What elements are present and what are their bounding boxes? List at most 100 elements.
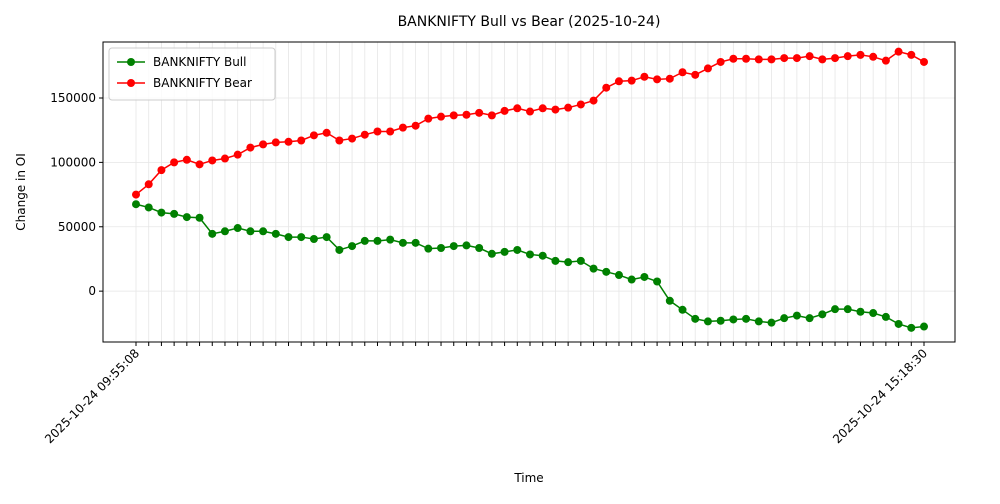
data-point: [348, 134, 357, 143]
data-point: [856, 307, 865, 316]
data-point: [691, 314, 700, 323]
data-point: [792, 311, 801, 320]
data-point: [335, 136, 344, 145]
data-point: [411, 121, 420, 130]
data-point: [780, 54, 789, 63]
data-point: [907, 50, 916, 59]
data-point: [322, 128, 331, 137]
data-point: [818, 310, 827, 319]
data-point: [259, 227, 268, 236]
data-point: [500, 247, 509, 256]
data-point: [564, 258, 573, 267]
data-point: [475, 244, 484, 253]
data-point: [132, 190, 140, 199]
plot-area: [132, 47, 928, 332]
data-point: [881, 312, 890, 321]
data-point: [487, 111, 496, 120]
data-point: [869, 52, 878, 61]
legend-label: BANKNIFTY Bear: [153, 76, 252, 90]
data-point: [297, 136, 306, 145]
data-point: [233, 224, 242, 233]
data-point: [602, 83, 611, 92]
data-point: [246, 143, 255, 152]
data-point: [742, 314, 751, 323]
data-point: [182, 155, 191, 164]
data-point: [665, 296, 674, 305]
data-point: [551, 256, 560, 265]
data-point: [907, 323, 916, 332]
data-point: [437, 244, 446, 253]
data-point: [309, 234, 318, 243]
data-point: [576, 100, 585, 109]
data-point: [614, 77, 623, 86]
data-point: [754, 55, 763, 64]
data-point: [767, 55, 776, 64]
data-point: [881, 56, 890, 65]
data-point: [920, 322, 928, 331]
data-point: [703, 64, 712, 73]
data-point: [157, 208, 166, 217]
data-point: [742, 54, 751, 63]
data-point: [360, 236, 369, 245]
data-point: [513, 104, 522, 113]
data-point: [716, 57, 725, 66]
data-point: [284, 233, 293, 242]
data-point: [678, 68, 687, 77]
data-point: [348, 242, 357, 251]
data-point: [246, 227, 255, 236]
y-tick-label: 0: [88, 284, 96, 298]
data-point: [526, 107, 534, 116]
chart-title: BANKNIFTY Bull vs Bear (2025-10-24): [398, 14, 661, 30]
data-point: [157, 166, 166, 175]
data-point: [640, 72, 649, 81]
data-point: [271, 229, 280, 238]
data-point: [589, 96, 598, 105]
data-point: [144, 203, 153, 212]
data-point: [208, 156, 217, 165]
data-point: [513, 245, 522, 254]
data-point: [703, 317, 712, 326]
data-point: [208, 229, 217, 238]
data-point: [449, 111, 458, 120]
data-point: [309, 131, 318, 140]
data-point: [831, 305, 840, 314]
data-point: [869, 309, 878, 318]
legend-marker: [127, 58, 135, 66]
data-point: [170, 158, 179, 167]
data-point: [831, 54, 840, 63]
data-point: [462, 241, 471, 250]
y-tick-label: 100000: [50, 155, 96, 169]
data-point: [729, 54, 738, 63]
data-point: [322, 233, 331, 242]
data-point: [551, 105, 560, 114]
data-point: [627, 275, 636, 284]
data-point: [614, 271, 623, 280]
y-tick-label: 150000: [50, 91, 96, 105]
legend-marker: [127, 79, 135, 87]
data-point: [411, 238, 420, 247]
data-point: [386, 127, 395, 136]
data-point: [780, 314, 789, 323]
data-point: [220, 154, 229, 163]
data-point: [195, 213, 204, 222]
data-point: [818, 55, 827, 64]
data-point: [691, 70, 700, 79]
data-point: [132, 200, 140, 209]
data-point: [602, 267, 611, 276]
data-point: [437, 112, 446, 121]
data-point: [233, 150, 242, 159]
data-point: [360, 130, 369, 139]
data-point: [754, 317, 763, 326]
data-point: [271, 138, 280, 147]
data-point: [843, 305, 852, 314]
data-point: [195, 160, 204, 169]
data-point: [170, 209, 179, 218]
data-point: [462, 110, 471, 119]
data-point: [335, 245, 344, 254]
data-point: [856, 50, 865, 59]
data-point: [627, 76, 636, 85]
data-point: [665, 74, 674, 83]
x-axis-label: Time: [513, 471, 543, 485]
data-point: [424, 114, 433, 123]
